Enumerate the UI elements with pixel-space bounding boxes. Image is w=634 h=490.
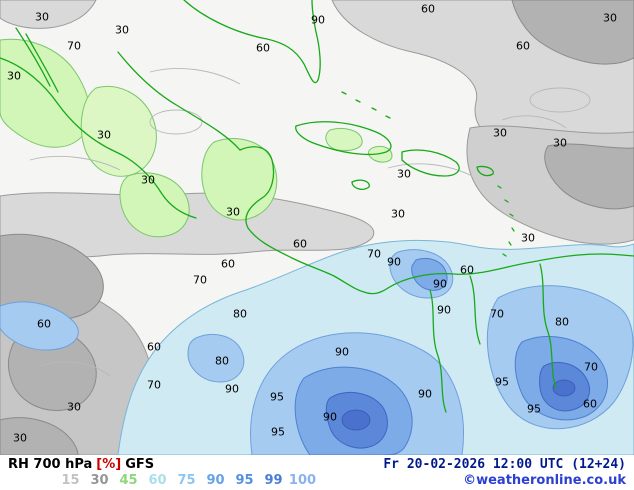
contour-label: 95: [270, 390, 284, 404]
contour-label: 90: [387, 255, 401, 269]
legend-value: 100: [288, 472, 317, 488]
green-humidity-band: [0, 38, 393, 238]
contour-label: 30: [553, 136, 567, 150]
contour-label: 70: [147, 378, 161, 392]
legend-value: 30: [90, 472, 109, 488]
contour-label: 30: [97, 128, 111, 142]
contour-label: 70: [490, 307, 504, 321]
chart-title: RH 700 hPa [%] GFS: [8, 457, 158, 472]
humidity-contour-map: [0, 0, 634, 455]
contour-label: 90: [225, 382, 239, 396]
contour-label: 95: [271, 425, 285, 439]
contour-label: 90: [335, 345, 349, 359]
highest-humidity-spots: [341, 379, 576, 431]
contour-label: 60: [256, 41, 270, 55]
contour-label: 70: [193, 273, 207, 287]
contour-label: 90: [437, 303, 451, 317]
contour-label: 30: [7, 69, 21, 83]
contour-label: 70: [67, 39, 81, 53]
contour-label: 30: [397, 167, 411, 181]
legend-scale: 15 30 45 60 75 90 95 99 100: [56, 473, 317, 488]
contour-label: 95: [495, 375, 509, 389]
contour-label: 70: [367, 247, 381, 261]
contour-label: 30: [521, 231, 535, 245]
contour-label: 80: [233, 307, 247, 321]
parameter-label: RH 700 hPa: [8, 456, 93, 472]
legend-value: 90: [206, 472, 225, 488]
footer-bar: RH 700 hPa [%] GFS Fr 20-02-2026 12:00 UTC…: [0, 455, 634, 490]
contour-label: 95: [527, 402, 541, 416]
contour-label: 60: [221, 257, 235, 271]
legend-value: 99: [264, 472, 283, 488]
contour-label: 60: [583, 397, 597, 411]
contour-label: 30: [141, 173, 155, 187]
contour-label: 60: [421, 2, 435, 16]
contour-label: 80: [215, 354, 229, 368]
contour-label: 90: [418, 387, 432, 401]
contour-label: 70: [584, 360, 598, 374]
contour-label: 30: [115, 23, 129, 37]
contour-label: 30: [391, 207, 405, 221]
contour-label: 30: [226, 205, 240, 219]
contour-label: 90: [433, 277, 447, 291]
valid-time-label: Fr 20-02-2026 12:00 UTC (12+24): [383, 456, 626, 472]
contour-labels-layer: 30 30 70 90 60 60 30 60 30 30 30 30 30 30 30 30 30 60 70 90…: [7, 2, 617, 445]
contour-label: 60: [37, 317, 51, 331]
legend-value: 60: [148, 472, 167, 488]
unit-label: [%]: [96, 456, 122, 472]
footer-row-title: RH 700 hPa [%] GFS Fr 20-02-2026 12:00 UTC…: [8, 456, 626, 472]
contour-label: 90: [311, 13, 325, 27]
contour-lines: [29, 67, 591, 377]
contour-label: 30: [67, 400, 81, 414]
contour-label: 60: [293, 237, 307, 251]
contour-label: 80: [555, 315, 569, 329]
contour-label: 30: [13, 431, 27, 445]
contour-label: 30: [603, 11, 617, 25]
legend-value: 45: [119, 472, 138, 488]
weather-map: 30 30 70 90 60 60 30 60 30 30 30 30 30 30 30 30 30 60 70 90…: [0, 0, 634, 455]
legend-value: 15: [61, 472, 80, 488]
contour-label: 90: [323, 410, 337, 424]
legend-value: 95: [235, 472, 254, 488]
contour-label: 30: [35, 10, 49, 24]
contour-label: 60: [516, 39, 530, 53]
credit-text: ©weatheronline.co.uk: [463, 472, 626, 488]
contour-label: 60: [147, 340, 161, 354]
footer-row-legend: 15 30 45 60 75 90 95 99 100 ©weatheronline.co.uk: [8, 472, 626, 488]
model-label: GFS: [125, 456, 155, 472]
contour-label: 60: [460, 263, 474, 277]
coastlines: [0, 0, 634, 413]
contour-label: 30: [493, 126, 507, 140]
legend-value: 75: [177, 472, 196, 488]
